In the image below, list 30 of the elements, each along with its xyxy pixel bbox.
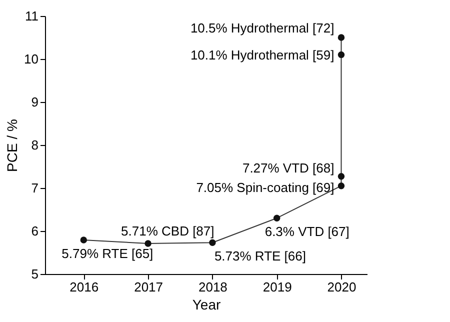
- y-tick-label: 9: [31, 94, 38, 110]
- x-axis-title: Year: [192, 296, 221, 312]
- annotation: 6.3% VTD [67]: [264, 224, 350, 240]
- point: [338, 182, 345, 190]
- y-axis-title: PCE / %: [4, 119, 20, 172]
- annotation: 7.27% VTD [68]: [242, 160, 334, 176]
- point: [144, 240, 152, 247]
- y-tick-label: 10: [24, 52, 38, 66]
- point: [209, 239, 216, 246]
- annotation: 7.05% Spin-coating [69]: [196, 180, 334, 195]
- annotation: 5.79% RTE [65]: [62, 246, 154, 262]
- x-tick-label: 2019: [262, 280, 292, 294]
- y-tick-label: 6: [31, 224, 38, 238]
- y-tick-label: 5: [31, 266, 38, 282]
- x-tick-label: 2020: [327, 280, 356, 294]
- annotation: 10.5% Hydrothermal [72]: [190, 20, 334, 36]
- point: [80, 236, 87, 244]
- y-tick-label: 11: [25, 8, 38, 24]
- y-tick-label: 8: [31, 138, 38, 152]
- y-tick-label: 7: [31, 180, 38, 196]
- point: [338, 34, 345, 41]
- point: [273, 214, 280, 222]
- x-tick-label: 2016: [70, 280, 99, 294]
- annotation: 5.73% RTE [66]: [214, 248, 306, 264]
- annotation: 10.1% Hydrothermal [59]: [190, 48, 334, 63]
- point: [338, 51, 345, 58]
- x-tick-label: 2018: [198, 280, 228, 294]
- point: [338, 173, 345, 180]
- annotation: 5.71% CBD [87]: [121, 223, 214, 238]
- x-tick-label: 2017: [134, 280, 163, 294]
